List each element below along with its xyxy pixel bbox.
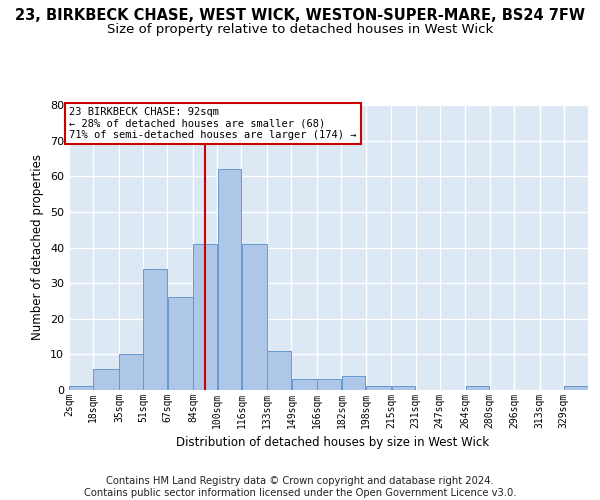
Bar xyxy=(242,244,267,390)
Text: Distribution of detached houses by size in West Wick: Distribution of detached houses by size … xyxy=(176,436,490,449)
Text: Contains HM Land Registry data © Crown copyright and database right 2024.
Contai: Contains HM Land Registry data © Crown c… xyxy=(84,476,516,498)
Bar xyxy=(94,368,119,390)
Bar xyxy=(69,386,93,390)
Bar xyxy=(218,169,241,390)
Bar xyxy=(119,354,143,390)
Bar xyxy=(392,386,415,390)
Bar xyxy=(466,386,490,390)
Bar xyxy=(317,380,341,390)
Bar xyxy=(341,376,365,390)
Bar xyxy=(143,269,167,390)
Text: 23, BIRKBECK CHASE, WEST WICK, WESTON-SUPER-MARE, BS24 7FW: 23, BIRKBECK CHASE, WEST WICK, WESTON-SU… xyxy=(15,8,585,22)
Y-axis label: Number of detached properties: Number of detached properties xyxy=(31,154,44,340)
Bar xyxy=(193,244,217,390)
Text: 23 BIRKBECK CHASE: 92sqm
← 28% of detached houses are smaller (68)
71% of semi-d: 23 BIRKBECK CHASE: 92sqm ← 28% of detach… xyxy=(70,107,357,140)
Text: Size of property relative to detached houses in West Wick: Size of property relative to detached ho… xyxy=(107,22,493,36)
Bar xyxy=(564,386,588,390)
Bar xyxy=(366,386,391,390)
Bar xyxy=(167,298,193,390)
Bar xyxy=(268,351,291,390)
Bar xyxy=(292,380,317,390)
